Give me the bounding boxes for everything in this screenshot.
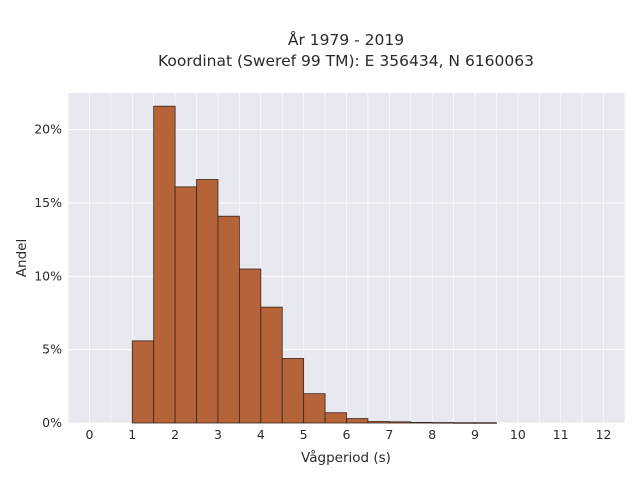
histogram-bar: [388, 421, 412, 424]
y-tick-label: 0%: [42, 415, 62, 430]
y-tick-label: 5%: [42, 342, 62, 357]
histogram-bar: [324, 412, 347, 424]
y-tick-label: 15%: [34, 195, 62, 210]
x-tick-label: 9: [471, 427, 479, 442]
histogram-bar: [431, 422, 455, 424]
histogram-bar: [196, 179, 219, 424]
x-tick-label: 2: [171, 427, 179, 442]
histogram-bar: [453, 422, 476, 424]
histogram-bar: [238, 268, 262, 424]
y-tick-label: 20%: [34, 122, 62, 137]
x-axis-ticks: 0 1 2 3 4 5 6 7 8 9 10 11 12: [85, 427, 611, 442]
x-tick-label: 11: [553, 427, 569, 442]
x-tick-label: 4: [257, 427, 265, 442]
y-tick-label: 10%: [34, 268, 62, 283]
x-tick-label: 10: [510, 427, 526, 442]
histogram-bar: [217, 215, 240, 424]
histogram-bar: [303, 393, 326, 424]
histogram-bar: [281, 358, 305, 424]
x-axis-label: Vågperiod (s): [301, 449, 391, 466]
y-axis-label: Andel: [14, 239, 30, 277]
chart-title-line-1: År 1979 - 2019: [288, 30, 404, 49]
histogram-bar: [260, 306, 283, 424]
histogram-bar: [474, 422, 497, 424]
histogram-bar: [174, 186, 197, 424]
histogram-bar: [367, 421, 390, 424]
x-tick-label: 0: [85, 427, 93, 442]
x-tick-label: 7: [385, 427, 393, 442]
x-tick-label: 12: [596, 427, 612, 442]
chart-title-line-2: Koordinat (Sweref 99 TM): E 356434, N 61…: [158, 52, 534, 70]
histogram-bar: [153, 105, 176, 424]
histogram-bar: [346, 418, 369, 424]
bars: [131, 105, 497, 424]
x-tick-label: 5: [300, 427, 308, 442]
x-tick-label: 8: [428, 427, 436, 442]
x-tick-label: 1: [128, 427, 136, 442]
histogram-bar: [131, 340, 155, 424]
histogram-bar: [410, 422, 433, 424]
y-axis-ticks: 0% 5% 10% 15% 20%: [34, 122, 62, 430]
x-tick-label: 3: [214, 427, 222, 442]
x-tick-label: 6: [343, 427, 351, 442]
